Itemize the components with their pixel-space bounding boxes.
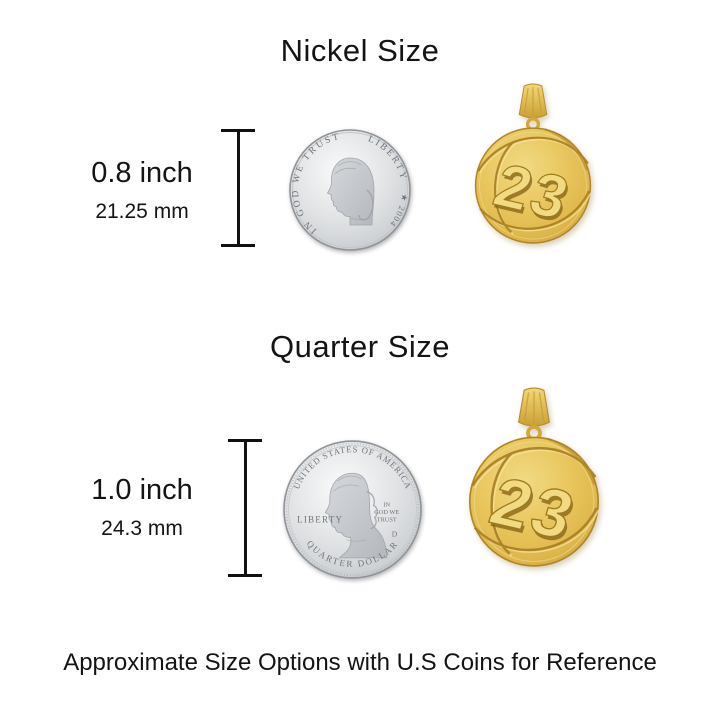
quarter-inch-label: 1.0 inch xyxy=(91,474,193,506)
svg-text:GOD WE: GOD WE xyxy=(374,509,399,516)
nickel-inch-label: 0.8 inch xyxy=(91,157,193,189)
caption: Approximate Size Options with U.S Coins … xyxy=(63,649,657,676)
svg-text:TRUST: TRUST xyxy=(377,517,397,524)
quarter-mint-mark: D xyxy=(392,530,398,539)
quarter-size-bracket xyxy=(228,439,262,577)
quarter-liberty: LIBERTY xyxy=(297,515,343,525)
svg-text:IN: IN xyxy=(383,501,390,508)
quarter-motto: IN GOD WE TRUST xyxy=(374,501,399,523)
washington-portrait xyxy=(324,472,388,559)
nickel-measurement-labels: 0.8 inch 21.25 mm xyxy=(62,157,222,224)
nickel-size-bracket xyxy=(221,129,255,247)
bracket-bottom-cap xyxy=(228,574,262,577)
bracket-stem xyxy=(236,129,240,247)
quarter-coin: UNITED STATES OF AMERICA QUARTER DOLLAR … xyxy=(283,440,422,579)
bracket-bottom-cap xyxy=(221,244,255,247)
nickel-coin: IN GOD WE TRUST LIBERTY ★ 2004 xyxy=(289,129,411,251)
jefferson-portrait xyxy=(326,157,375,226)
quarter-mm-label: 24.3 mm xyxy=(101,517,183,540)
basketball-pendant-small xyxy=(474,83,592,244)
bracket-stem xyxy=(243,439,247,577)
nickel-mm-label: 21.25 mm xyxy=(95,200,189,223)
quarter-measurement-labels: 1.0 inch 24.3 mm xyxy=(62,474,222,541)
quarter-size-heading: Quarter Size xyxy=(269,329,450,364)
basketball-pendant-large xyxy=(468,387,600,567)
nickel-size-heading: Nickel Size xyxy=(280,33,440,68)
